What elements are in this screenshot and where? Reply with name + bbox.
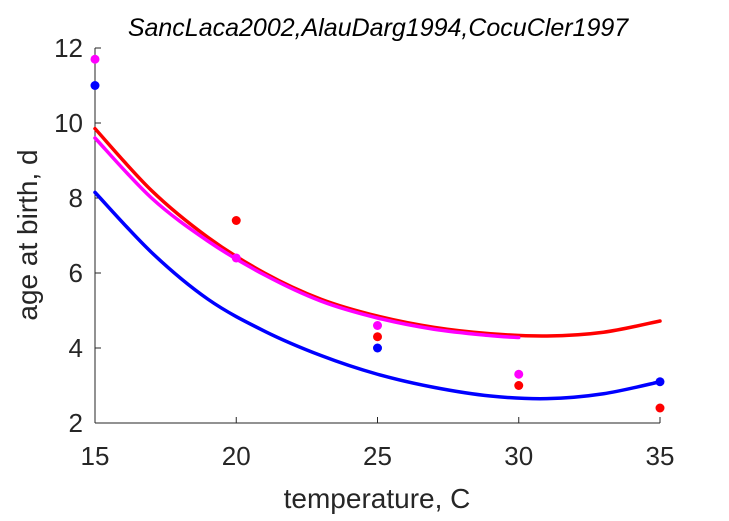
data-point-series-2 — [373, 343, 382, 353]
x-tick-label: 25 — [363, 441, 392, 471]
fit-curves — [93, 126, 662, 401]
data-point-series-2 — [655, 377, 665, 387]
y-tick-label: 8 — [69, 183, 83, 213]
y-axis-label: age at birth, d — [12, 149, 43, 320]
data-point-series-3 — [90, 54, 100, 64]
data-point-series-3 — [373, 321, 382, 330]
data-point-series-3 — [514, 369, 524, 379]
y-tick-label: 6 — [69, 258, 83, 288]
x-tick-label: 20 — [222, 441, 251, 471]
chart-title: SancLaca2002,AlauDarg1994,CocuCler1997 — [128, 14, 629, 42]
data-point-series-1 — [373, 332, 382, 342]
data-point-series-1 — [231, 216, 241, 225]
data-point-series-1 — [514, 381, 524, 390]
fit-curve-series-3 — [93, 136, 521, 340]
data-point-series-3 — [231, 253, 241, 263]
fit-curve-series-2 — [93, 190, 662, 401]
data-points — [90, 54, 665, 413]
y-tick-label: 4 — [69, 333, 83, 363]
x-tick-labels: 15 20 25 30 35 — [81, 441, 675, 471]
y-tick-label: 10 — [54, 108, 83, 138]
axes — [94, 47, 661, 424]
x-tick-label: 30 — [504, 441, 533, 471]
x-tick-label: 35 — [646, 441, 675, 471]
data-point-series-2 — [90, 81, 100, 90]
y-tick-label: 12 — [54, 33, 83, 63]
data-point-series-1 — [655, 403, 665, 413]
y-tick-label: 2 — [69, 408, 83, 438]
y-tick-labels: 2 4 6 8 10 12 — [54, 33, 83, 438]
fit-curve-series-1 — [93, 126, 662, 338]
x-tick-label: 15 — [81, 441, 110, 471]
x-axis-label: temperature, C — [284, 483, 471, 514]
